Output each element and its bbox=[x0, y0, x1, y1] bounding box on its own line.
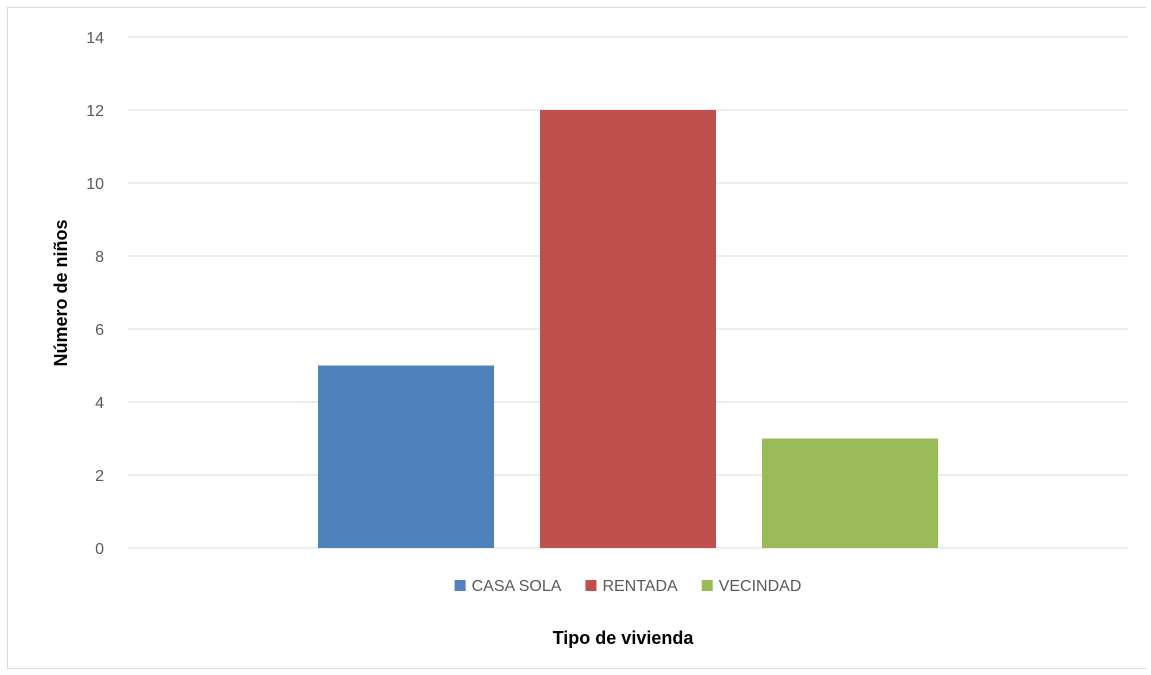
y-axis-title: Número de niños bbox=[51, 219, 71, 366]
bars bbox=[318, 110, 938, 548]
legend-swatch bbox=[454, 580, 466, 591]
y-tick-label: 6 bbox=[95, 322, 104, 339]
bar-vecindad bbox=[762, 438, 938, 548]
legend-label: VECINDAD bbox=[719, 578, 802, 595]
y-tick-label: 0 bbox=[95, 541, 104, 558]
bar-rentada bbox=[540, 110, 716, 548]
legend-swatch bbox=[701, 580, 713, 591]
y-tick-label: 2 bbox=[95, 468, 104, 485]
legend-swatch bbox=[585, 580, 597, 591]
y-axis-ticks: 0 2 4 6 8 10 12 14 bbox=[86, 30, 104, 558]
y-tick-label: 8 bbox=[95, 249, 104, 266]
legend: CASA SOLA RENTADA VECINDAD bbox=[454, 578, 802, 595]
y-tick-label: 12 bbox=[86, 103, 104, 120]
bar-casa-sola bbox=[318, 365, 494, 548]
y-tick-label: 14 bbox=[86, 30, 104, 47]
x-axis-title: Tipo de vivienda bbox=[553, 628, 695, 648]
y-tick-label: 10 bbox=[86, 176, 104, 193]
y-tick-label: 4 bbox=[95, 395, 104, 412]
legend-label: RENTADA bbox=[602, 578, 678, 595]
legend-label: CASA SOLA bbox=[472, 578, 562, 595]
